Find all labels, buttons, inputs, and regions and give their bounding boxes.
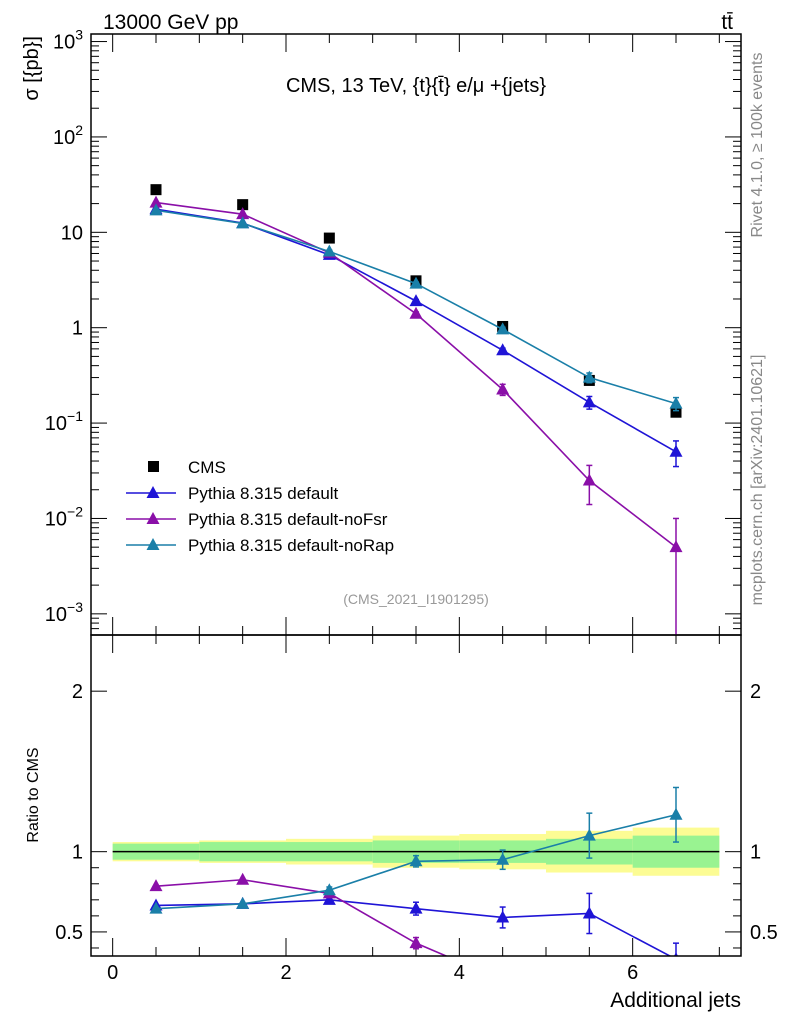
ratio-axis-ticks: 0.5 0.5 1 1 2 2 0 2 4 6 [55,635,778,984]
ratio-point-pythia-8-315-default [409,901,423,914]
data-point-pythia-8-315-default-norap [669,396,683,409]
series-pythia-8-315-default-nofsr [149,195,683,635]
ratio-y-tick-label-left: 0.5 [55,922,83,944]
main-y-tick-label: 103 [53,27,83,54]
ratio-point-pythia-8-315-default-norap [496,852,510,865]
data-point-pythia-8-315-default-nofsr [409,306,423,319]
series-pythia-8-315-default [149,202,683,468]
data-point-cms [670,406,682,418]
legend-marker [146,538,160,550]
ratio-y-tick-label-right: 2 [750,681,761,703]
main-y-tick-label: 102 [53,122,83,149]
ratio-series-pythia-8-315-default-norap [149,786,683,914]
energy-label: 13000 GeV pp [103,11,238,34]
ratio-point-pythia-8-315-default-norap [149,901,163,914]
ratio-point-pythia-8-315-default-norap [669,807,683,820]
legend-item-pythia-8-315-default-norap: Pythia 8.315 default-noRap [126,536,394,555]
main-series-layer [149,184,683,635]
ratio-point-pythia-8-315-default-nofsr [583,992,596,1004]
ratio-point-pythia-8-315-default-norap [322,883,336,896]
mcplots-reference-label: mcplots.cern.ch [arXiv:2401.10621] [749,355,766,606]
ratio-point-pythia-8-315-default-nofsr [496,973,509,985]
data-point-pythia-8-315-default [496,343,510,356]
legend-item-pythia-8-315-default-nofsr: Pythia 8.315 default-noFsr [126,510,388,529]
series-line-pythia-8-315-default [155,208,677,453]
ratio-point-pythia-8-315-default [322,892,336,905]
data-point-pythia-8-315-default-nofsr [669,540,683,553]
legend-item-pythia-8-315-default: Pythia 8.315 default [126,484,339,503]
ratio-point-pythia-8-315-default [496,910,510,923]
legend-marker [146,486,160,498]
cms-uncertainty-bands [112,827,720,876]
legend-marker [148,461,159,472]
ratio-y-tick-label-right: 0.5 [750,922,778,944]
data-point-pythia-8-315-default [582,395,596,408]
main-y-tick-label: 10−3 [45,599,83,626]
ratio-point-pythia-8-315-default [673,952,679,956]
legend-label: Pythia 8.315 default [188,484,339,503]
data-point-pythia-8-315-default-norap [149,203,163,216]
data-point-pythia-8-315-default-nofsr [149,195,163,208]
legend-label: CMS [188,458,226,477]
main-plot-title: CMS, 13 TeV, {t}{t̄} e/μ +{jets} [286,75,546,97]
ratio-point-pythia-8-315-default-norap [582,828,596,841]
legend-marker [146,512,160,524]
ratio-point-pythia-8-315-default-nofsr [409,936,423,949]
main-panel: CMS, 13 TeV, {t}{t̄} e/μ +{jets} σ [{pb}… [21,27,742,636]
data-point-pythia-8-315-default-norap [236,216,250,229]
data-point-pythia-8-315-default-nofsr [582,473,596,486]
data-point-cms [323,232,335,244]
ratio-point-pythia-8-315-default [582,906,596,919]
ratio-panel: 0.5 0.5 1 1 2 2 0 2 4 6 Ratio to CMS Additional j… [25,634,778,1012]
ratio-point-pythia-8-315-default-norap [409,854,423,867]
data-point-pythia-8-315-default-norap [496,322,510,335]
rivet-version-label: Rivet 4.1.0, ≥ 100k events [749,53,766,238]
ratio-plot-frame [90,634,742,957]
ratio-series-layer [149,786,683,1004]
series-pythia-8-315-default-norap [149,203,683,412]
ratio-series-clipped [149,786,683,1004]
main-y-axis-label: σ [{pb}] [21,36,43,101]
data-point-cms [237,199,249,211]
legend: CMS Pythia 8.315 default Pythia 8.315 defa… [126,458,394,555]
ratio-y-tick-label-right: 1 [750,842,761,864]
main-y-tick-label: 1 [72,318,83,340]
data-point-pythia-8-315-default [669,444,683,457]
ratio-point-pythia-8-315-default-nofsr [149,879,163,892]
legend-item-cms: CMS [148,458,226,477]
ratio-y-tick-label-left: 2 [72,681,83,703]
ratio-series-pythia-8-315-default-nofsr [149,872,596,1004]
x-axis-label: Additional jets [610,989,741,1012]
data-point-pythia-8-315-default-norap [582,370,596,383]
process-label: tt̄ [721,11,733,34]
x-tick-label: 4 [454,962,465,984]
main-y-tick-label: 10−2 [45,503,83,530]
x-tick-label: 0 [107,962,118,984]
data-point-pythia-8-315-default-nofsr [496,382,510,395]
data-point-pythia-8-315-default-norap [322,244,336,257]
analysis-watermark: (CMS_2021_I1901295) [343,591,489,607]
data-point-pythia-8-315-default-norap [409,276,423,289]
main-y-tick-label: 10−1 [45,408,83,435]
ratio-y-axis-label: Ratio to CMS [25,747,42,842]
x-tick-label: 2 [280,962,291,984]
x-tick-label: 6 [627,962,638,984]
data-point-pythia-8-315-default-nofsr [236,207,250,220]
main-y-tick-label: 10 [61,222,83,244]
data-point-pythia-8-315-default [409,294,423,307]
ratio-point-pythia-8-315-default-norap [236,896,250,909]
ratio-y-tick-label-left: 1 [72,842,83,864]
data-point-cms [150,184,162,196]
ratio-point-pythia-8-315-default-nofsr [236,872,250,885]
legend-label: Pythia 8.315 default-noFsr [188,510,388,529]
legend-label: Pythia 8.315 default-noRap [188,536,394,555]
